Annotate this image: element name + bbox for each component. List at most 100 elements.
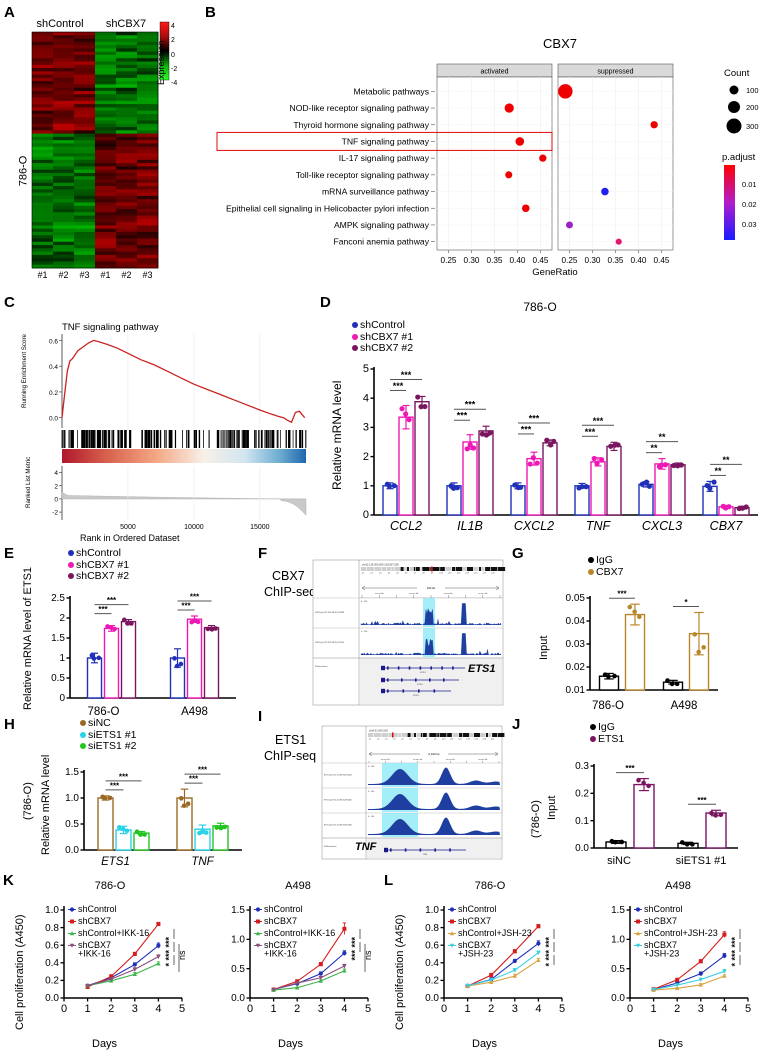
svg-text:p14: p14 bbox=[474, 573, 478, 575]
legend-label: shCBX7 #2 bbox=[76, 570, 130, 582]
legend-item-shcbx7-2: shCBX7 #2 bbox=[352, 342, 413, 355]
svg-text:0: 0 bbox=[441, 1003, 447, 1015]
legend-item-ets1: ETS1 bbox=[590, 733, 624, 746]
svg-text:xx,xxx kb: xx,xxx kb bbox=[409, 593, 419, 595]
svg-text:xx,xxx kb: xx,xxx kb bbox=[444, 593, 454, 595]
svg-text:0.40: 0.40 bbox=[631, 256, 647, 265]
panel-f-track-title-2: ChIP-seq bbox=[264, 585, 317, 599]
svg-text:***: *** bbox=[593, 416, 604, 426]
svg-text:***: *** bbox=[585, 427, 596, 437]
svg-text:***: *** bbox=[190, 593, 200, 602]
svg-text:xx,xxx kb: xx,xxx kb bbox=[375, 593, 385, 595]
svg-text:xx,xxx kb: xx,xxx kb bbox=[413, 759, 423, 761]
svg-text:shCBX7: shCBX7 bbox=[78, 940, 111, 950]
svg-text:shControl+JSH-23: shControl+JSH-23 bbox=[644, 928, 718, 938]
svg-text:shCBX7: shCBX7 bbox=[264, 916, 297, 926]
svg-text:**: ** bbox=[658, 432, 666, 442]
svg-text:Fanconi anemia pathway: Fanconi anemia pathway bbox=[333, 237, 429, 247]
svg-text:1.5: 1.5 bbox=[51, 633, 65, 644]
legend-item-cbx7: CBX7 bbox=[588, 566, 623, 579]
svg-text:ns: ns bbox=[363, 950, 373, 960]
svg-text:p10: p10 bbox=[442, 739, 446, 741]
svg-text:p13: p13 bbox=[467, 739, 471, 741]
svg-text:*: * bbox=[730, 963, 740, 967]
svg-text:+IKK-16: +IKK-16 bbox=[78, 949, 111, 959]
panel-l-chart-a498: 0.0 0.5 1.0 1.5 0 1 2 3 4 5 shControl shCBX7 shContr… bbox=[611, 904, 751, 1015]
panel-a-legend-title: Expression bbox=[156, 40, 166, 85]
svg-text:0.2: 0.2 bbox=[45, 976, 59, 987]
sample-label: #3 bbox=[142, 270, 153, 280]
svg-text:0: 0 bbox=[247, 1003, 253, 1015]
svg-text:***: *** bbox=[119, 772, 129, 781]
svg-text:p16: p16 bbox=[491, 739, 495, 741]
legend-label: shControl bbox=[360, 319, 405, 331]
svg-text:p3: p3 bbox=[385, 739, 388, 741]
svg-text:Running Enrichment Score: Running Enrichment Score bbox=[21, 333, 28, 408]
svg-text:p11: p11 bbox=[448, 573, 452, 575]
svg-text:0: 0 bbox=[54, 496, 58, 503]
svg-text:0.30: 0.30 bbox=[464, 256, 480, 265]
svg-text:1: 1 bbox=[271, 1003, 277, 1015]
svg-text:0.5: 0.5 bbox=[611, 964, 625, 975]
panel-a-colorbar bbox=[159, 21, 170, 81]
svg-text:p16: p16 bbox=[491, 573, 495, 575]
legend-label: IgG bbox=[596, 554, 613, 566]
legend-dot bbox=[588, 568, 594, 575]
svg-text:CXCL2: CXCL2 bbox=[514, 519, 554, 533]
svg-text:NOD-like receptor signaling pa: NOD-like receptor signaling pathway bbox=[290, 103, 430, 113]
panel-b-count-legend-title: Count bbox=[724, 68, 750, 79]
svg-text:4: 4 bbox=[721, 1003, 727, 1015]
svg-text:AMPK signaling pathway: AMPK signaling pathway bbox=[334, 220, 430, 230]
svg-text:xx,xxx kb: xx,xxx kb bbox=[478, 759, 488, 761]
svg-text:mRNA surveillance pathway: mRNA surveillance pathway bbox=[322, 187, 430, 197]
panel-j-label: J bbox=[512, 716, 521, 733]
svg-text:0.05: 0.05 bbox=[566, 593, 586, 604]
svg-text:shControl+JSH-23: shControl+JSH-23 bbox=[458, 928, 532, 938]
svg-text:p9: p9 bbox=[431, 573, 434, 575]
panel-i-label: I bbox=[258, 708, 263, 725]
legend-dot bbox=[352, 322, 358, 329]
svg-text:xx,xxx kb: xx,xxx kb bbox=[446, 759, 456, 761]
svg-text:p11: p11 bbox=[450, 739, 454, 741]
svg-text:3: 3 bbox=[132, 1003, 138, 1015]
panel-j-groups: siNC siETS1 #1 bbox=[578, 855, 742, 867]
panel-c-xlabel: Rank in Ordered Dataset bbox=[80, 533, 180, 543]
svg-text:p7: p7 bbox=[418, 739, 421, 741]
svg-text:***: *** bbox=[465, 400, 476, 410]
panel-j-ylabel2: (786-O) bbox=[530, 800, 542, 838]
svg-text:200: 200 bbox=[746, 103, 759, 112]
svg-text:0 - 100: 0 - 100 bbox=[361, 631, 368, 633]
group-label: TNF bbox=[191, 856, 214, 868]
svg-text:p12: p12 bbox=[458, 739, 462, 741]
svg-text:***: *** bbox=[544, 937, 554, 948]
svg-text:p2: p2 bbox=[377, 739, 380, 741]
panel-f-genome-browser[interactable]: chr11:128,300,000-128,507,500 p1 p2 p3 p4 p5 p… bbox=[312, 559, 506, 706]
svg-text:0.0: 0.0 bbox=[49, 416, 58, 423]
svg-text:IL1B: IL1B bbox=[457, 519, 483, 533]
svg-text:TNF signaling pathway: TNF signaling pathway bbox=[342, 136, 430, 146]
panel-j-barchart: 0.0 0.1 0.2 0.3 *** *** bbox=[575, 761, 738, 854]
svg-text:0: 0 bbox=[627, 1003, 633, 1015]
panel-l-chart-786o: 0.0 0.2 0.4 0.6 0.8 1.0 0 1 2 3 4 5 shControl shCBX7 s… bbox=[425, 904, 565, 1015]
svg-text:RefSeq Genes: RefSeq Genes bbox=[315, 666, 327, 668]
panel-l-xlabel-2: Days bbox=[658, 1038, 684, 1050]
svg-text:TNF: TNF bbox=[423, 854, 428, 856]
svg-text:***: *** bbox=[730, 950, 740, 961]
svg-text:***: *** bbox=[98, 605, 108, 614]
svg-text:ETS1: ETS1 bbox=[413, 695, 419, 697]
svg-text:CBX7: CBX7 bbox=[710, 519, 744, 533]
svg-text:shControl: shControl bbox=[644, 904, 683, 914]
panel-i-genome-browser[interactable]: chr6:31,542,500 p1 p2 p3 p4 p5 p6 p7 p8 p9 p10 p11 p… bbox=[321, 725, 505, 860]
sample-label: #2 bbox=[58, 270, 69, 280]
group-label: 786-O bbox=[592, 700, 624, 712]
panel-f-gene-label: ETS1 bbox=[468, 663, 496, 675]
legend-tick: -4 bbox=[171, 80, 178, 88]
svg-text:162 kb: 162 kb bbox=[427, 586, 436, 590]
svg-text:4: 4 bbox=[363, 392, 369, 404]
svg-text:10000: 10000 bbox=[184, 524, 204, 531]
svg-text:0.8: 0.8 bbox=[425, 923, 439, 934]
svg-text:GeneRatio: GeneRatio bbox=[532, 267, 577, 278]
svg-text:***: *** bbox=[181, 602, 191, 611]
svg-text:1.0: 1.0 bbox=[231, 935, 245, 946]
legend-item-shcbx7-1: shCBX7 #1 bbox=[68, 559, 129, 572]
